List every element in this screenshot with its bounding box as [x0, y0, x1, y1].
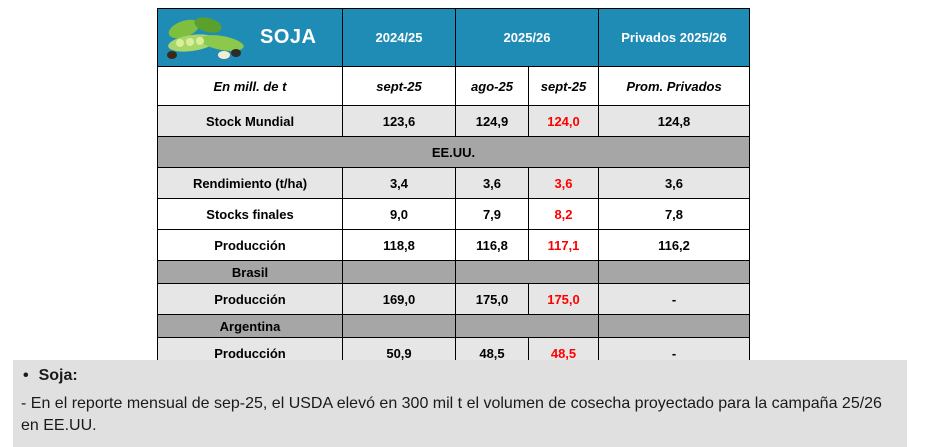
subheader-c3: sept-25 [528, 66, 599, 106]
section-empty [455, 314, 599, 338]
cell-value: 116,2 [598, 229, 750, 261]
cell-value: 123,6 [342, 105, 456, 137]
cell-value: 124,9 [455, 105, 529, 137]
cell-value: 116,8 [455, 229, 529, 261]
row-label: Stocks finales [157, 198, 343, 230]
subheader-c4: Prom. Privados [598, 66, 750, 106]
section-empty [342, 314, 456, 338]
section-empty [598, 260, 750, 284]
section-empty [455, 260, 599, 284]
note-text: - En el reporte mensual de sep-25, el US… [21, 395, 882, 434]
cell-value: 3,6 [598, 167, 750, 199]
cell-value: 124,8 [598, 105, 750, 137]
col-header-2024: 2024/25 [342, 8, 456, 67]
table-row-rendimiento: Rendimiento (t/ha) 3,4 3,6 3,6 3,6 [157, 167, 750, 199]
section-empty [598, 314, 750, 338]
subheader-c2: ago-25 [455, 66, 529, 106]
table-title: SOJA [260, 26, 317, 48]
row-label: Producción [157, 283, 343, 315]
soybean-pods-icon [167, 17, 244, 59]
section-title: EE.UU. [157, 136, 750, 168]
table-row-produccion-eeuu: Producción 118,8 116,8 117,1 116,2 [157, 229, 750, 261]
cell-value: 118,8 [342, 229, 456, 261]
bullet-icon: • [23, 367, 29, 384]
section-row-argentina: Argentina [157, 314, 750, 338]
cell-value-highlight: 3,6 [528, 167, 599, 199]
cell-value: 9,0 [342, 198, 456, 230]
table-row-stocks-finales: Stocks finales 9,0 7,9 8,2 7,8 [157, 198, 750, 230]
section-title: Argentina [157, 314, 343, 338]
cell-value-highlight: 117,1 [528, 229, 599, 261]
table-row-stock-mundial: Stock Mundial 123,6 124,9 124,0 124,8 [157, 105, 750, 137]
subheader-row: En mill. de t sept-25 ago-25 sept-25 Pro… [157, 66, 750, 106]
cell-value: 3,4 [342, 167, 456, 199]
note-box: • Soja: - En el reporte mensual de sep-25… [13, 360, 907, 447]
cell-value: 169,0 [342, 283, 456, 315]
row-label: Rendimiento (t/ha) [157, 167, 343, 199]
note-heading-line: • Soja: [23, 367, 78, 385]
section-title: Brasil [157, 260, 343, 284]
section-row-brasil: Brasil [157, 260, 750, 284]
cell-value: - [598, 283, 750, 315]
subheader-c1: sept-25 [342, 66, 456, 106]
title-cell: SOJA [157, 8, 343, 67]
row-label: Stock Mundial [157, 105, 343, 137]
soja-table: SOJA 2024/25 2025/26 Privados 2025/26 En… [157, 8, 750, 369]
section-empty [342, 260, 456, 284]
unit-label: En mill. de t [157, 66, 343, 106]
cell-value: 7,9 [455, 198, 529, 230]
cell-value-highlight: 175,0 [528, 283, 599, 315]
cell-value: 3,6 [455, 167, 529, 199]
cell-value-highlight: 124,0 [528, 105, 599, 137]
row-label: Producción [157, 229, 343, 261]
section-row-eeuu: EE.UU. [157, 136, 750, 168]
col-header-2025: 2025/26 [455, 8, 599, 67]
note-heading: Soja: [38, 367, 78, 384]
col-header-privados: Privados 2025/26 [598, 8, 750, 67]
cell-value-highlight: 8,2 [528, 198, 599, 230]
table-row-produccion-brasil: Producción 169,0 175,0 175,0 - [157, 283, 750, 315]
header-row: SOJA 2024/25 2025/26 Privados 2025/26 [157, 8, 750, 67]
cell-value: 175,0 [455, 283, 529, 315]
cell-value: 7,8 [598, 198, 750, 230]
